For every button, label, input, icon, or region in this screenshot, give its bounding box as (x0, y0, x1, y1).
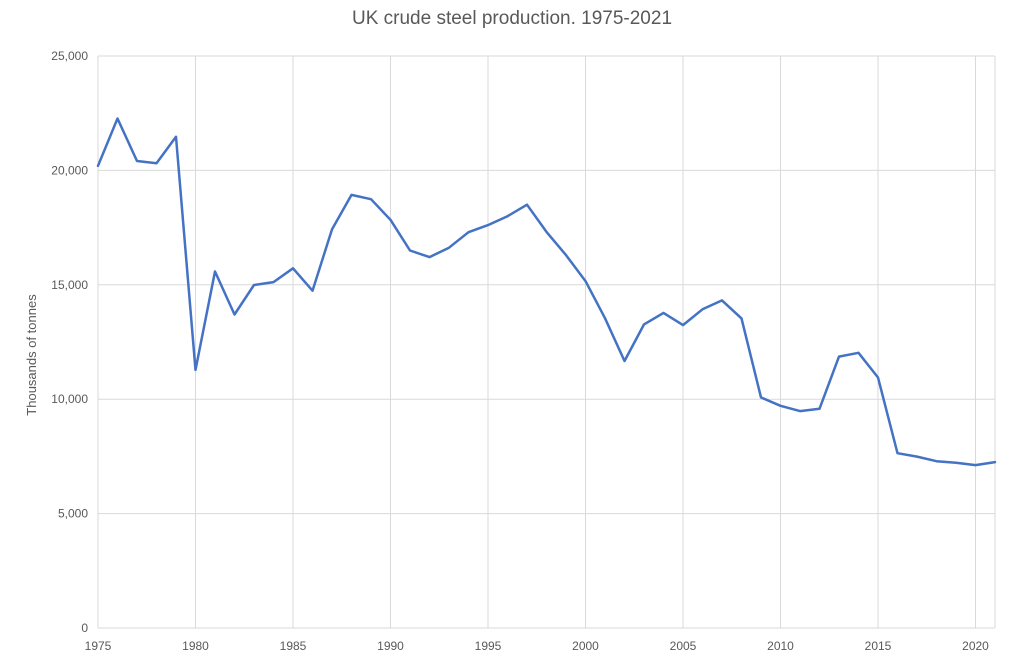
y-tick-label: 25,000 (51, 49, 88, 63)
series-line (96, 117, 997, 467)
x-tick-label: 1990 (377, 639, 404, 653)
x-tick-label: 1980 (182, 639, 209, 653)
chart-title: UK crude steel production. 1975-2021 (351, 8, 673, 29)
y-tick-label: 20,000 (51, 163, 88, 177)
tick-labels: 0 5,000 10,000 15,000 20,000 25,000 1975 1980 19… (51, 49, 989, 653)
x-tick-label: 2020 (962, 639, 989, 653)
y-tick-label: 15,000 (51, 278, 88, 292)
y-tick-label: 10,000 (51, 392, 88, 406)
y-tick-label: 5,000 (58, 507, 88, 521)
series-layer (96, 117, 997, 467)
y-axis-title: Thousands of tonnes (24, 294, 39, 416)
x-tick-label: 2005 (670, 639, 697, 653)
x-tick-label: 1995 (475, 639, 502, 653)
x-tick-label: 1985 (280, 639, 307, 653)
x-tick-label: 2015 (865, 639, 892, 653)
gridlines (97, 55, 996, 629)
y-tick-label: 0 (81, 621, 88, 635)
x-tick-label: 2010 (767, 639, 794, 653)
x-tick-label: 1975 (85, 639, 112, 653)
x-tick-label: 2000 (572, 639, 599, 653)
